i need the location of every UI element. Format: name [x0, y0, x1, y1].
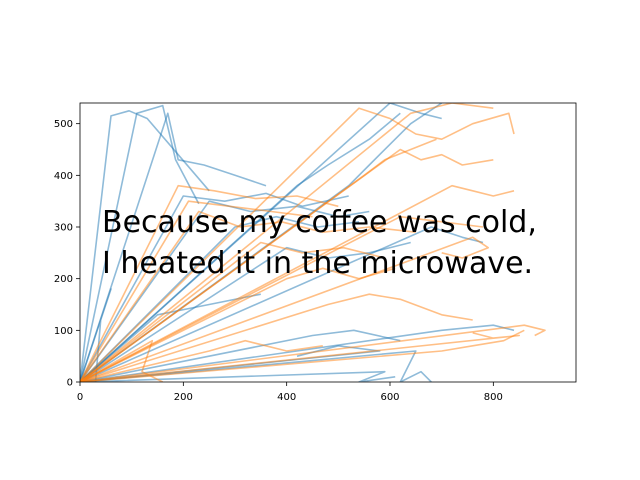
annotation-text: Because my coffee was cold, I heated it i… [102, 205, 537, 281]
series-1-stroke-10 [80, 339, 164, 382]
series-0-stroke-6 [80, 103, 442, 382]
y-tick-label: 200 [54, 274, 73, 285]
x-tick-label: 800 [484, 392, 503, 403]
series-1-stroke-0 [80, 184, 339, 382]
series-1-stroke-1 [80, 210, 416, 382]
x-tick-label: 0 [77, 392, 83, 403]
y-tick-label: 300 [54, 223, 73, 234]
x-tick-label: 200 [174, 392, 193, 403]
y-tick-label: 400 [54, 171, 73, 182]
series-0-stroke-12 [80, 241, 411, 382]
series-1-stroke-8 [80, 215, 484, 382]
series-1-stroke-12 [80, 138, 437, 382]
series-1-stroke-13 [80, 267, 396, 382]
series-1-stroke-3 [80, 324, 546, 382]
axes-frame [79, 102, 577, 383]
series-0-stroke-17 [80, 370, 396, 382]
series-0-stroke-1 [80, 200, 370, 382]
series-0-stroke-0 [80, 104, 200, 382]
series-1-stroke-9 [80, 293, 473, 382]
series-1-stroke-5 [80, 107, 515, 382]
x-axis: 0 200 400 600 800 [77, 382, 503, 403]
annotation-line-1: Because my coffee was cold, [102, 205, 537, 240]
series-1-stroke-14 [80, 329, 525, 382]
series-1-stroke-17 [80, 339, 323, 382]
series-0-stroke-16 [80, 329, 401, 382]
series-1-stroke-4 [80, 332, 521, 382]
y-tick-label: 500 [54, 119, 73, 130]
series-1-stroke-2 [80, 236, 490, 382]
series-1-stroke-16 [80, 103, 494, 382]
y-tick-label: 0 [67, 378, 73, 389]
x-tick-label: 600 [380, 392, 399, 403]
annotation-line-2: I heated it in the microwave. [102, 246, 533, 281]
series-0-stroke-3 [80, 110, 210, 382]
series-1-stroke-7 [80, 184, 515, 382]
series-0-stroke-11 [80, 112, 267, 382]
series-1-stroke-11 [80, 241, 385, 382]
series-0-stroke-13 [80, 226, 484, 382]
y-tick-label: 100 [54, 326, 73, 337]
series-0-stroke-8 [80, 350, 432, 382]
y-axis: 0 100 200 300 400 500 [54, 119, 80, 389]
series-1-stroke-15 [80, 200, 313, 382]
series-1 [80, 103, 546, 382]
plot-area [80, 103, 546, 382]
x-tick-label: 400 [277, 392, 296, 403]
series-0-stroke-2 [80, 215, 360, 382]
